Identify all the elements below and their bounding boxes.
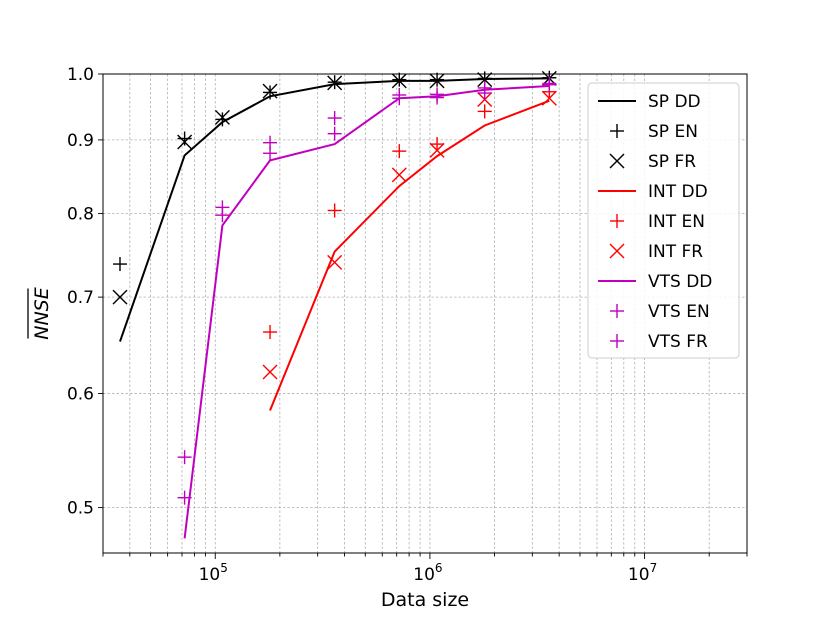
- legend-item-sp-fr: SP FR: [609, 152, 696, 172]
- x-tick-label: 107: [628, 561, 657, 585]
- legend-label: VTS DD: [648, 272, 712, 292]
- series-line-vts-dd: [183, 85, 550, 539]
- marker-stroke: [609, 153, 625, 169]
- legend-item-int-dd: INT DD: [598, 182, 708, 202]
- data-point-vts-fr: [392, 91, 407, 106]
- data-point-vts-fr: [542, 77, 557, 92]
- marker-stroke: [262, 364, 278, 380]
- marker-stroke: [391, 167, 407, 183]
- legend-item-vts-en: VTS EN: [610, 302, 710, 322]
- data-point-sp-fr: [429, 73, 445, 89]
- y-axis-label: NNSE: [31, 287, 53, 340]
- data-point-sp-fr: [262, 83, 278, 99]
- data-point-vts-fr: [215, 208, 230, 223]
- data-point-sp-en: [177, 131, 192, 146]
- legend-marker-swatch: [609, 243, 625, 259]
- legend-label: INT DD: [648, 182, 708, 202]
- data-point-sp-fr: [391, 73, 407, 89]
- legend-label: INT FR: [648, 242, 703, 262]
- plot-frame: [102, 73, 748, 554]
- legend-box: [587, 82, 740, 359]
- x-tick-label: 105: [199, 561, 228, 585]
- data-point-sp-en: [430, 72, 445, 87]
- legend-item-int-en: INT EN: [610, 212, 705, 232]
- legend-label: SP DD: [648, 92, 701, 112]
- legend-item-sp-en: SP EN: [610, 122, 698, 142]
- legend-marker-swatch: [610, 124, 624, 138]
- data-point-vts-fr: [177, 450, 192, 465]
- marker-stroke: [429, 73, 445, 89]
- marker-stroke: [541, 90, 557, 106]
- data-point-int-fr: [429, 142, 445, 158]
- data-point-int-fr: [262, 364, 278, 380]
- legend-marker-swatch: [610, 304, 624, 318]
- marker-stroke: [112, 289, 128, 305]
- legend-label: INT EN: [648, 212, 705, 232]
- marker-stroke: [609, 243, 625, 259]
- data-point-sp-fr: [477, 72, 493, 88]
- data-point-vts-fr: [327, 126, 342, 141]
- data-point-vts-en: [327, 111, 342, 126]
- data-point-vts-fr: [477, 86, 492, 101]
- data-point-int-fr: [541, 90, 557, 106]
- data-point-sp-fr: [177, 134, 193, 150]
- data-point-int-en: [263, 325, 278, 340]
- x-tick-label-base: 10: [628, 565, 650, 585]
- data-point-int-en: [392, 144, 407, 159]
- marker-stroke: [327, 254, 343, 270]
- series-layer: [112, 70, 557, 539]
- legend-item-sp-dd: SP DD: [598, 92, 701, 112]
- marker-stroke: [477, 72, 493, 88]
- x-tick-label-exponent: 7: [650, 561, 658, 575]
- data-point-vts-en: [177, 490, 192, 505]
- y-tick-label: 0.5: [67, 499, 94, 519]
- y-axis-label-group: NNSE: [27, 287, 53, 340]
- legend-label: VTS FR: [648, 332, 708, 352]
- x-tick-label-exponent: 6: [435, 561, 443, 575]
- marker-stroke: [177, 134, 193, 150]
- x-tick-label-exponent: 5: [220, 561, 228, 575]
- legend-item-int-fr: INT FR: [609, 242, 703, 262]
- x-axis-label: Data size: [381, 589, 469, 611]
- data-point-int-en: [327, 203, 342, 218]
- data-point-int-fr: [327, 254, 343, 270]
- marker-stroke: [214, 109, 230, 125]
- y-tick-label: 0.7: [67, 288, 94, 308]
- x-tick-label: 106: [413, 561, 442, 585]
- legend-marker-swatch: [609, 153, 625, 169]
- series-line-int-dd: [269, 99, 550, 411]
- marker-stroke: [391, 73, 407, 89]
- data-point-int-en: [477, 104, 492, 119]
- y-tick-label: 0.6: [67, 385, 94, 405]
- data-point-sp-en: [392, 72, 407, 87]
- x-tick-label-base: 10: [199, 565, 221, 585]
- y-tick-label: 1.0: [67, 65, 94, 85]
- data-point-sp-en: [215, 112, 230, 127]
- marker-stroke: [429, 142, 445, 158]
- data-point-sp-en: [263, 85, 278, 100]
- legend-marker-swatch: [610, 334, 624, 348]
- legend-marker-swatch: [610, 214, 624, 228]
- marker-stroke: [262, 83, 278, 99]
- data-point-sp-fr: [327, 75, 343, 91]
- data-point-int-fr: [391, 167, 407, 183]
- legend-label: SP EN: [648, 122, 698, 142]
- marker-stroke: [327, 75, 343, 91]
- data-point-sp-en: [112, 257, 127, 272]
- legend-item-vts-fr: VTS FR: [610, 332, 708, 352]
- data-point-sp-fr: [112, 289, 128, 305]
- legend-label: SP FR: [648, 152, 696, 172]
- legend: SP DD SP EN SP FR INT DD INT EN INT FR VTS DD V…: [587, 82, 740, 359]
- data-point-vts-fr: [430, 90, 445, 105]
- x-tick-label-base: 10: [413, 565, 435, 585]
- data-point-vts-fr: [263, 146, 278, 161]
- y-tick-label: 0.8: [67, 205, 94, 225]
- y-tick-label: 0.9: [67, 131, 94, 151]
- legend-item-vts-dd: VTS DD: [598, 272, 712, 292]
- legend-label: VTS EN: [648, 302, 710, 322]
- data-point-sp-fr: [214, 109, 230, 125]
- data-point-int-en: [430, 137, 445, 152]
